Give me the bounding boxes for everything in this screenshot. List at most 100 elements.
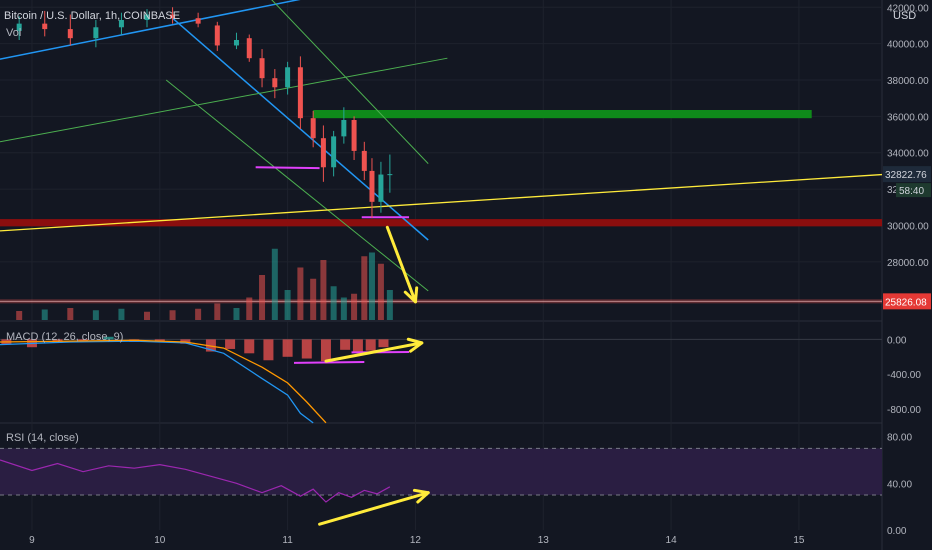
candle-body	[272, 78, 278, 88]
candle-body	[93, 27, 99, 39]
volume-bar	[297, 267, 304, 320]
macd-tick-label: 0.00	[887, 335, 907, 346]
projection-arrow-price-head	[403, 286, 419, 304]
volume-bar	[320, 260, 327, 320]
time-tick-label: 14	[666, 535, 678, 546]
volume-bar	[377, 263, 384, 320]
candle-body	[387, 174, 393, 176]
volume-bar	[368, 252, 375, 320]
rsi-pane	[0, 447, 882, 526]
macd-label[interactable]: MACD (12, 26, close, 9)	[6, 331, 124, 343]
volume-bar	[351, 293, 358, 320]
descending-channel-lower	[165, 79, 429, 292]
symbol-title[interactable]: Bitcoin / U.S. Dollar, 1h, COINBASE	[4, 10, 181, 22]
volume-bar	[118, 308, 125, 320]
descending-channel-upper	[271, 0, 429, 164]
volume-bar	[67, 308, 74, 320]
macd-line	[0, 340, 314, 424]
macd-pane	[0, 336, 882, 424]
price-tick-label: 28000.00	[887, 258, 929, 269]
price-tick-label: 34000.00	[887, 149, 929, 160]
candle-body	[233, 40, 239, 46]
current-price-tag	[883, 166, 931, 183]
candle-body	[195, 18, 201, 24]
time-tick-label: 10	[154, 535, 166, 546]
macd-histogram-bar	[365, 339, 376, 351]
volume-bars	[16, 248, 393, 320]
macd-histogram-bar	[320, 339, 331, 362]
volume-bar	[16, 311, 23, 320]
rsi-tick-label: 80.00	[887, 433, 912, 444]
macd-histogram-bar	[352, 339, 363, 353]
candle-body	[144, 14, 150, 20]
time-tick-label: 12	[410, 535, 422, 546]
volume-bar	[246, 297, 253, 320]
candle-body	[331, 136, 337, 168]
price-tick-label: 36000.00	[887, 112, 929, 123]
macd-low-marker-1	[293, 361, 365, 364]
macd-histogram-bar	[154, 339, 165, 342]
rsi-line	[0, 459, 391, 503]
projection-arrow-macd-head	[406, 337, 424, 353]
candle-body	[259, 58, 265, 79]
rsi-label[interactable]: RSI (14, close)	[6, 432, 79, 444]
projection-arrow-macd	[324, 341, 424, 363]
rsi-tick-label: 0.00	[887, 526, 907, 537]
long-yellow-trendline	[0, 173, 883, 232]
volume-bar	[310, 278, 317, 320]
macd-histogram-bar	[282, 339, 293, 357]
candle-body	[42, 23, 48, 30]
price-tick-label: 38000.00	[887, 76, 929, 87]
macd-histogram-bar	[225, 339, 236, 349]
candle-body	[361, 150, 367, 171]
macd-histogram-bar	[78, 339, 89, 342]
candlesticks	[16, 7, 393, 219]
resistance-zone	[313, 110, 812, 119]
volume-bar	[284, 290, 291, 320]
marker-price-label: 25826.08	[885, 297, 927, 308]
ascending-green-line	[0, 57, 448, 143]
volume-bar	[386, 290, 393, 320]
macd-histogram-bar	[301, 339, 312, 359]
volume-bar	[214, 303, 221, 320]
support-zone	[0, 219, 882, 227]
candle-body	[351, 120, 357, 151]
candle-body	[297, 67, 303, 119]
volume-bar	[330, 286, 337, 320]
volume-bar	[340, 297, 347, 320]
drawn-channels	[0, 0, 883, 292]
volume-bar	[41, 309, 48, 320]
projection-arrow-rsi-head	[412, 488, 430, 504]
volume-label: Vol	[6, 27, 22, 39]
price-tick-label: 30000.00	[887, 221, 929, 232]
marker-price-tag	[883, 293, 931, 310]
macd-tick-label: -800.00	[887, 405, 921, 416]
candle-body	[341, 120, 347, 137]
macd-histogram-bar	[263, 339, 274, 361]
candle-body	[378, 174, 384, 202]
price-axis: 42000.00 40000.00 38000.00 36000.00 34000.00…	[29, 0, 932, 550]
rsi-tick-label: 40.00	[887, 479, 912, 490]
ascending-channel-line	[0, 0, 301, 60]
macd-histogram-bar	[103, 336, 114, 340]
current-price-label: 32822.76	[885, 170, 927, 181]
candle-body	[320, 138, 326, 168]
candle-body	[214, 25, 220, 46]
candle-body	[16, 23, 22, 31]
macd-histogram-bar	[244, 339, 255, 354]
projection-arrow-rsi	[318, 491, 430, 526]
macd-histogram-bar	[378, 339, 389, 348]
countdown-tag	[896, 183, 931, 198]
low-marker-1	[255, 166, 320, 170]
horizontal-price-band	[0, 299, 882, 304]
volume-bar	[144, 311, 150, 320]
candle-body	[285, 67, 291, 88]
candle-body	[118, 20, 124, 28]
candle-body	[369, 170, 375, 202]
time-tick-label: 15	[793, 535, 805, 546]
drawn-arrows	[385, 225, 419, 304]
price-tick-label: 40000.00	[887, 40, 929, 51]
candle-body	[310, 118, 316, 139]
currency-label[interactable]: USD	[893, 10, 917, 22]
